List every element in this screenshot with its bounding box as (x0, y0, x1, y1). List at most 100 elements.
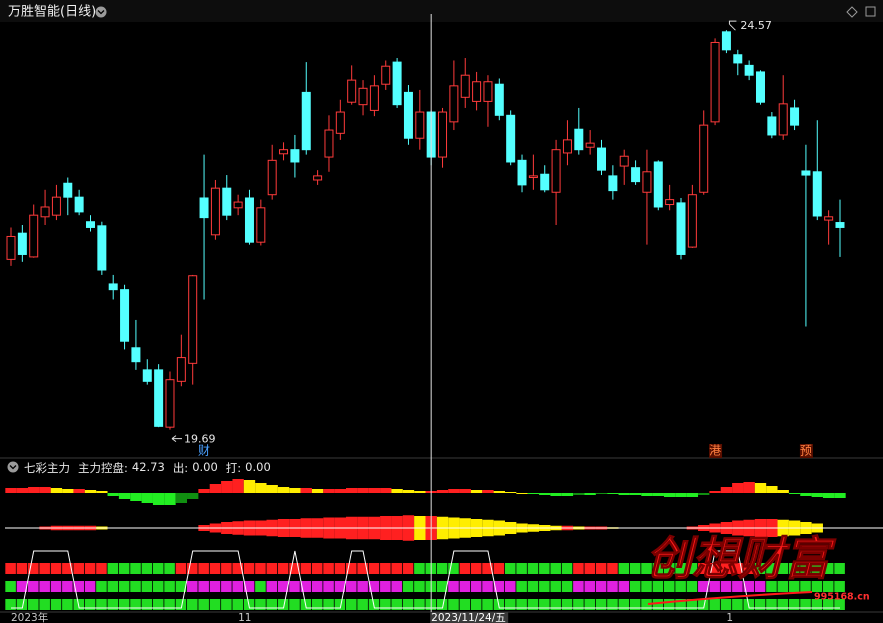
signal-cell (311, 599, 323, 610)
candle-body (812, 171, 822, 217)
stat-value: 0.00 (245, 460, 271, 474)
signal-cell (209, 581, 221, 592)
flow-bar (516, 493, 528, 494)
flow-bar (118, 493, 131, 499)
event-marker: 财 (198, 444, 210, 458)
signal-cell (164, 599, 175, 610)
signal-cell (550, 581, 561, 592)
candle-body (494, 83, 504, 116)
signal-cell (504, 563, 516, 574)
signal-cell (595, 563, 607, 574)
signal-cell (539, 599, 550, 610)
signal-cell (607, 599, 618, 610)
signal-cell (50, 581, 62, 592)
signal-cell (800, 599, 811, 610)
signal-cell (516, 563, 527, 574)
signal-cell (164, 581, 175, 592)
header-bar (0, 0, 883, 22)
signal-cell (141, 563, 153, 574)
flow-bar (652, 493, 664, 496)
signal-cell (663, 599, 675, 610)
signal-cell (266, 599, 278, 610)
signal-cell (334, 599, 346, 610)
signal-cell (822, 563, 834, 574)
signal-cell (187, 581, 198, 592)
signal-cell (573, 581, 584, 592)
candle-body (17, 232, 27, 255)
candle-body (154, 369, 164, 427)
signal-cell (720, 581, 732, 592)
signal-cell (595, 599, 607, 610)
signal-cell (788, 581, 800, 592)
signal-cell (459, 599, 471, 610)
signal-cell (766, 599, 777, 610)
signal-cell (255, 581, 266, 592)
signal-cell (209, 563, 221, 574)
flow-bar (84, 490, 97, 493)
candle-body (392, 61, 402, 106)
signal-cell (255, 563, 266, 574)
signal-cell (561, 581, 573, 592)
signal-cell (732, 581, 743, 592)
candle-body (313, 175, 323, 181)
candle-body (585, 142, 595, 148)
signal-cell (357, 563, 368, 574)
signal-cell (607, 581, 618, 592)
signal-cell (822, 581, 834, 592)
event-marker: 港 (709, 444, 721, 458)
flow-bar (584, 493, 596, 495)
signal-cell (414, 581, 425, 592)
candle-body (438, 111, 448, 158)
signal-cell (595, 581, 607, 592)
signal-cell (16, 599, 28, 610)
signal-cell (436, 581, 448, 592)
signal-cell (482, 599, 493, 610)
stat-value: 42.73 (131, 460, 165, 474)
indicator-title: 七彩主力 (24, 461, 70, 475)
signal-cell (346, 581, 357, 592)
flow-bar (28, 487, 40, 493)
signal-cell (323, 581, 334, 592)
signal-cell (107, 581, 119, 592)
signal-cell (84, 563, 96, 574)
signal-cell (175, 563, 187, 574)
signal-cell (663, 563, 675, 574)
signal-cell (470, 581, 482, 592)
menu-icon[interactable] (95, 6, 107, 18)
signal-cell (516, 581, 527, 592)
signal-cell (73, 563, 85, 574)
flow-bar (368, 488, 381, 493)
signal-cell (209, 599, 221, 610)
signal-cell (709, 563, 720, 574)
flow-bar (493, 491, 505, 493)
signal-cell (675, 581, 686, 592)
flow-bar (595, 493, 608, 494)
flow-bar (243, 480, 256, 493)
signal-cell (118, 599, 130, 610)
signal-cell (709, 599, 720, 610)
signal-cell (96, 581, 107, 592)
candle-body (415, 111, 425, 139)
candle-body (199, 197, 209, 219)
diamond-icon[interactable] (846, 6, 858, 18)
window-icon[interactable] (865, 6, 876, 17)
signal-cell (618, 563, 630, 574)
flow-bar (732, 483, 744, 493)
candle-body (142, 369, 152, 382)
candle-body (290, 149, 300, 163)
signal-cell (698, 599, 709, 610)
signal-cell (130, 581, 141, 592)
signal-cell (164, 563, 175, 574)
flow-bar (436, 490, 449, 493)
signal-cell (221, 599, 232, 610)
signal-cell (39, 599, 50, 610)
signal-cell (277, 581, 289, 592)
flow-bar (834, 493, 846, 498)
flow-bar (323, 489, 335, 493)
signal-cell (743, 563, 755, 574)
signal-cell (380, 599, 391, 610)
signal-cell (493, 563, 505, 574)
indicator-menu-icon[interactable] (7, 461, 19, 473)
candle-body (687, 194, 697, 248)
candle-body (51, 196, 61, 216)
